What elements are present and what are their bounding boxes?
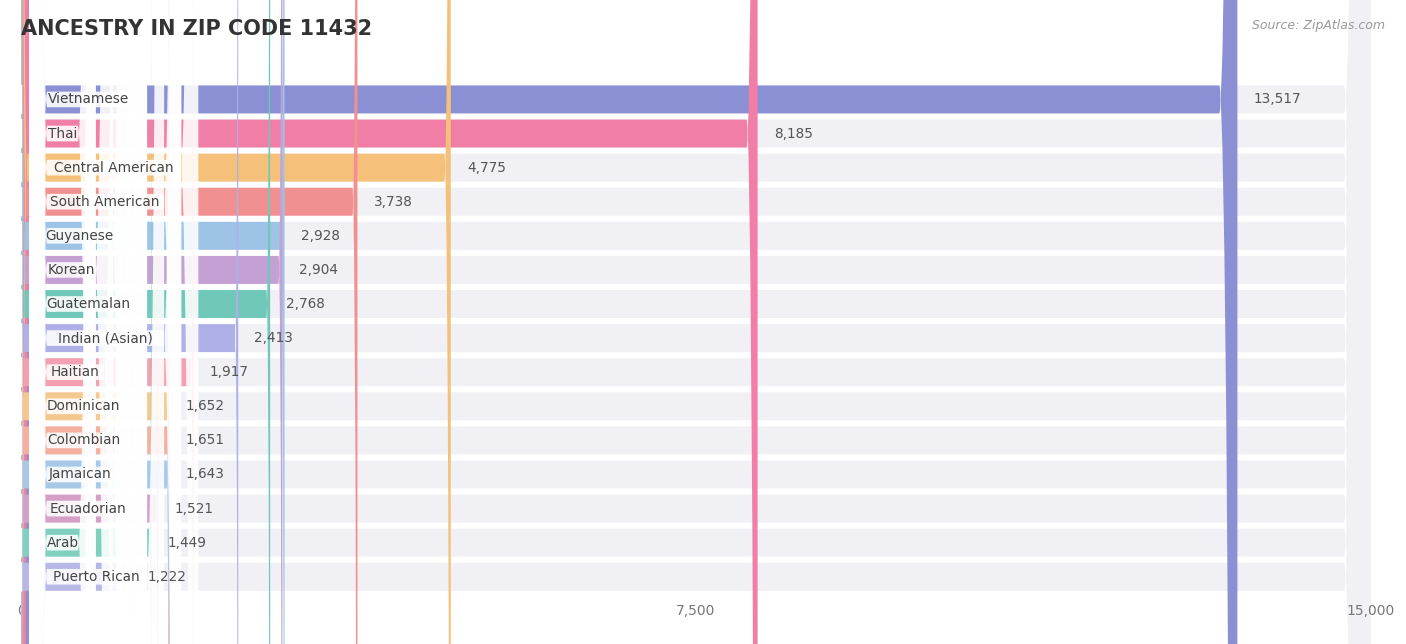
FancyBboxPatch shape (21, 0, 1371, 644)
Text: Colombian: Colombian (48, 433, 121, 448)
FancyBboxPatch shape (30, 0, 121, 644)
Text: 2,904: 2,904 (298, 263, 337, 277)
FancyBboxPatch shape (21, 0, 170, 644)
FancyBboxPatch shape (21, 0, 1237, 644)
FancyBboxPatch shape (30, 0, 181, 644)
FancyBboxPatch shape (21, 0, 284, 644)
Text: 2,928: 2,928 (301, 229, 340, 243)
Text: Haitian: Haitian (51, 365, 100, 379)
Text: Arab: Arab (46, 536, 79, 550)
FancyBboxPatch shape (30, 0, 112, 644)
FancyBboxPatch shape (30, 0, 198, 644)
FancyBboxPatch shape (30, 0, 139, 644)
Text: 1,521: 1,521 (174, 502, 214, 516)
Text: 1,222: 1,222 (148, 570, 186, 583)
FancyBboxPatch shape (21, 0, 194, 644)
Text: 2,413: 2,413 (254, 331, 294, 345)
Text: 8,185: 8,185 (773, 126, 813, 140)
FancyBboxPatch shape (21, 0, 1371, 644)
Text: 13,517: 13,517 (1254, 93, 1301, 106)
FancyBboxPatch shape (21, 0, 1371, 644)
FancyBboxPatch shape (21, 0, 357, 644)
Text: 1,643: 1,643 (186, 468, 224, 482)
FancyBboxPatch shape (21, 0, 1371, 644)
FancyBboxPatch shape (30, 0, 181, 644)
Text: 1,449: 1,449 (167, 536, 207, 550)
Text: 4,775: 4,775 (467, 160, 506, 175)
FancyBboxPatch shape (30, 0, 165, 644)
FancyBboxPatch shape (21, 0, 152, 644)
Text: 2,768: 2,768 (287, 297, 325, 311)
FancyBboxPatch shape (21, 0, 1371, 644)
FancyBboxPatch shape (30, 0, 148, 644)
Text: Vietnamese: Vietnamese (48, 93, 129, 106)
Text: Ecuadorian: Ecuadorian (49, 502, 127, 516)
Text: 3,738: 3,738 (374, 194, 412, 209)
FancyBboxPatch shape (21, 0, 170, 644)
FancyBboxPatch shape (30, 0, 139, 644)
Text: Dominican: Dominican (48, 399, 121, 413)
Text: Guatemalan: Guatemalan (46, 297, 131, 311)
FancyBboxPatch shape (21, 0, 1371, 644)
FancyBboxPatch shape (21, 0, 1371, 644)
FancyBboxPatch shape (21, 0, 283, 644)
FancyBboxPatch shape (30, 0, 129, 644)
FancyBboxPatch shape (21, 0, 131, 644)
FancyBboxPatch shape (21, 0, 1371, 644)
Text: 1,651: 1,651 (186, 433, 225, 448)
Text: Indian (Asian): Indian (Asian) (58, 331, 153, 345)
FancyBboxPatch shape (21, 0, 1371, 644)
FancyBboxPatch shape (30, 0, 96, 644)
Text: 1,652: 1,652 (186, 399, 225, 413)
FancyBboxPatch shape (21, 0, 238, 644)
FancyBboxPatch shape (21, 0, 169, 644)
Text: ANCESTRY IN ZIP CODE 11432: ANCESTRY IN ZIP CODE 11432 (21, 19, 373, 39)
Text: Puerto Rican: Puerto Rican (53, 570, 141, 583)
Text: Korean: Korean (48, 263, 94, 277)
FancyBboxPatch shape (21, 0, 270, 644)
FancyBboxPatch shape (30, 0, 148, 644)
FancyBboxPatch shape (21, 0, 1371, 644)
Text: Jamaican: Jamaican (48, 468, 111, 482)
FancyBboxPatch shape (21, 0, 1371, 644)
FancyBboxPatch shape (30, 0, 129, 644)
Text: Central American: Central American (53, 160, 173, 175)
FancyBboxPatch shape (30, 0, 148, 644)
FancyBboxPatch shape (21, 0, 1371, 644)
FancyBboxPatch shape (21, 0, 451, 644)
Text: Guyanese: Guyanese (45, 229, 114, 243)
FancyBboxPatch shape (30, 0, 96, 644)
FancyBboxPatch shape (21, 0, 1371, 644)
Text: 1,917: 1,917 (209, 365, 249, 379)
Text: South American: South American (51, 194, 160, 209)
FancyBboxPatch shape (21, 0, 1371, 644)
FancyBboxPatch shape (21, 0, 157, 644)
FancyBboxPatch shape (21, 0, 1371, 644)
Text: Thai: Thai (48, 126, 77, 140)
Text: Source: ZipAtlas.com: Source: ZipAtlas.com (1251, 19, 1385, 32)
FancyBboxPatch shape (21, 0, 758, 644)
